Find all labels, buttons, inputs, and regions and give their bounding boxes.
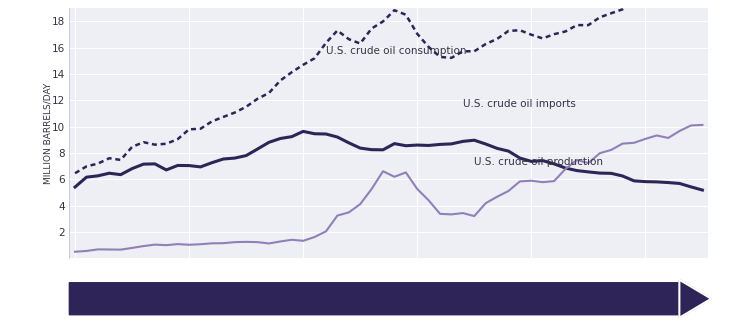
Y-axis label: MILLION BARRELS/DAY: MILLION BARRELS/DAY <box>43 83 53 184</box>
Text: U.S. crude oil imports: U.S. crude oil imports <box>463 99 576 109</box>
Text: 1990: 1990 <box>515 294 548 307</box>
Text: 2000: 2000 <box>629 294 661 307</box>
Text: 1950: 1950 <box>58 294 91 307</box>
Text: 1980: 1980 <box>401 294 434 307</box>
Text: 1960: 1960 <box>173 294 205 307</box>
Text: U.S. crude oil consumption: U.S. crude oil consumption <box>326 46 466 56</box>
Polygon shape <box>680 280 711 318</box>
Polygon shape <box>69 280 711 318</box>
Text: U.S. crude oil production: U.S. crude oil production <box>474 157 603 167</box>
Text: 1970: 1970 <box>287 294 320 307</box>
